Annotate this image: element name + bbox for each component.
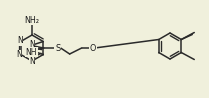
Text: NH: NH — [26, 48, 37, 57]
Text: NH₂: NH₂ — [24, 15, 40, 24]
Text: N: N — [17, 36, 23, 45]
Text: O: O — [90, 44, 96, 53]
Text: N: N — [17, 37, 23, 46]
Text: S: S — [55, 44, 60, 53]
Text: N: N — [29, 39, 35, 49]
Text: N: N — [16, 50, 22, 59]
Text: N: N — [29, 58, 35, 67]
